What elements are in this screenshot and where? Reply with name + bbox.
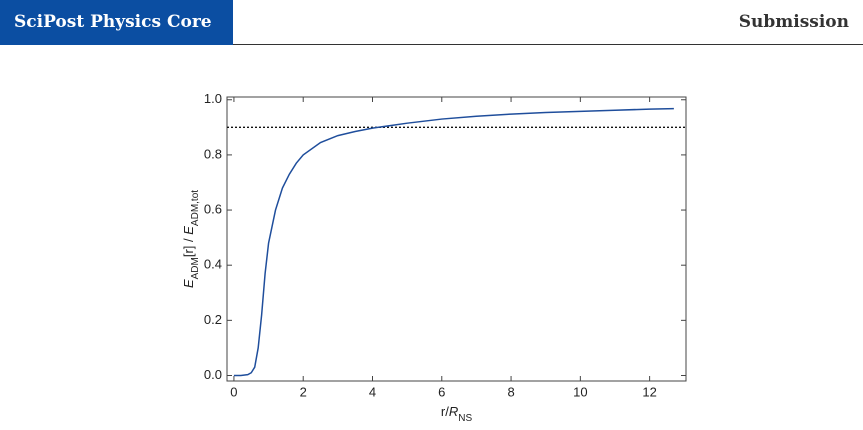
journal-title: SciPost Physics Core: [14, 12, 212, 32]
y-axis-label-part: [r] /: [181, 235, 196, 257]
y-tick-label: 0.2: [204, 312, 222, 327]
x-tick-label: 2: [300, 384, 307, 399]
header-rule: [233, 44, 863, 45]
header-label: Submission: [738, 12, 849, 32]
plot-frame: [226, 96, 687, 382]
y-axis-label-part: ADM: [190, 257, 201, 279]
x-tick-label: 10: [573, 384, 587, 399]
y-tick-label: 0.0: [204, 367, 222, 382]
y-axis-label-part: ADM,tot: [190, 190, 201, 226]
y-tick-label: 0.4: [204, 257, 222, 272]
x-tick-label: 8: [507, 384, 514, 399]
y-axis-label-part: E: [181, 226, 196, 235]
header-box: [0, 0, 233, 45]
x-tick-label: 12: [642, 384, 656, 399]
x-tick-label: 4: [369, 384, 376, 399]
x-axis-label-part: r/: [441, 404, 449, 419]
x-axis-label-part: R: [449, 404, 458, 419]
y-tick-label: 0.8: [204, 146, 222, 161]
x-tick-label: 0: [230, 384, 237, 399]
x-axis-label: r/RNS: [441, 404, 473, 424]
x-axis-label-part: NS: [458, 413, 472, 424]
data-line: [233, 107, 674, 377]
y-tick-label: 0.6: [204, 201, 222, 216]
y-axis-label: EADM[r] / EADM,tot: [181, 190, 201, 288]
x-tick-label: 6: [438, 384, 445, 399]
y-axis-label-part: E: [181, 279, 196, 288]
y-tick-label: 1.0: [204, 91, 222, 106]
